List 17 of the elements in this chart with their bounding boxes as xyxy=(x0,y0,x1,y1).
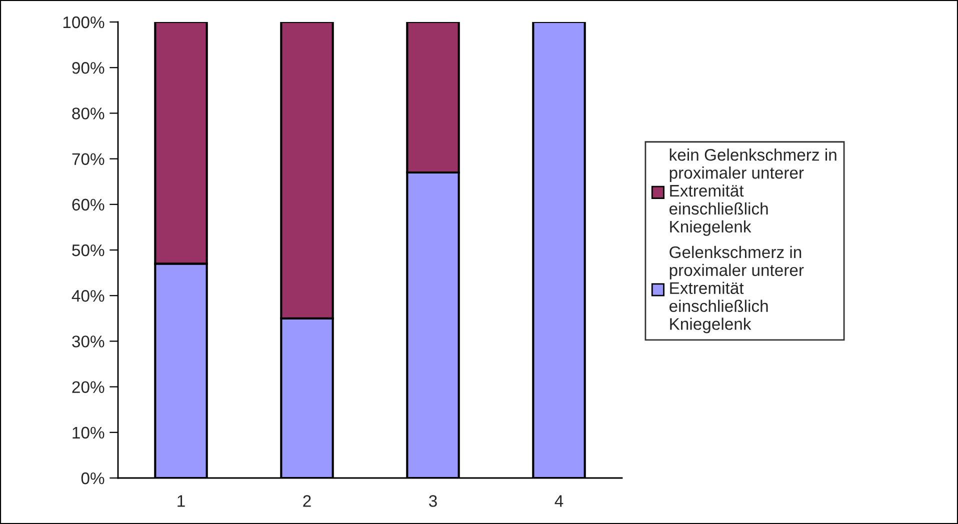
y-tick-label: 90% xyxy=(72,62,104,74)
x-tick-label: 4 xyxy=(554,495,564,507)
y-tick-label: 40% xyxy=(72,290,104,302)
x-tick-label: 1 xyxy=(178,495,185,507)
y-tick-label: 70% xyxy=(72,153,104,166)
y-tick-label: 60% xyxy=(72,198,104,211)
x-tick-label: 2 xyxy=(303,495,311,507)
y-tick-label: 80% xyxy=(72,108,104,120)
y-tick-label: 10% xyxy=(72,426,104,439)
x-tick-label: 3 xyxy=(429,495,437,507)
y-tick-label: 30% xyxy=(72,336,104,348)
y-tick-label: 20% xyxy=(72,381,104,394)
y-tick-label: 0% xyxy=(81,472,104,484)
legend-label: Gelenkschmerz in proximaler unterer Extremität einschließlich Kniegelenk xyxy=(669,246,804,334)
y-tick-label: 100% xyxy=(63,16,104,28)
legend-label: kein Gelenkschmerz in proximaler unterer Extremität einschließlich Kniegelenk xyxy=(669,148,836,236)
y-tick-label: 50% xyxy=(72,244,104,256)
